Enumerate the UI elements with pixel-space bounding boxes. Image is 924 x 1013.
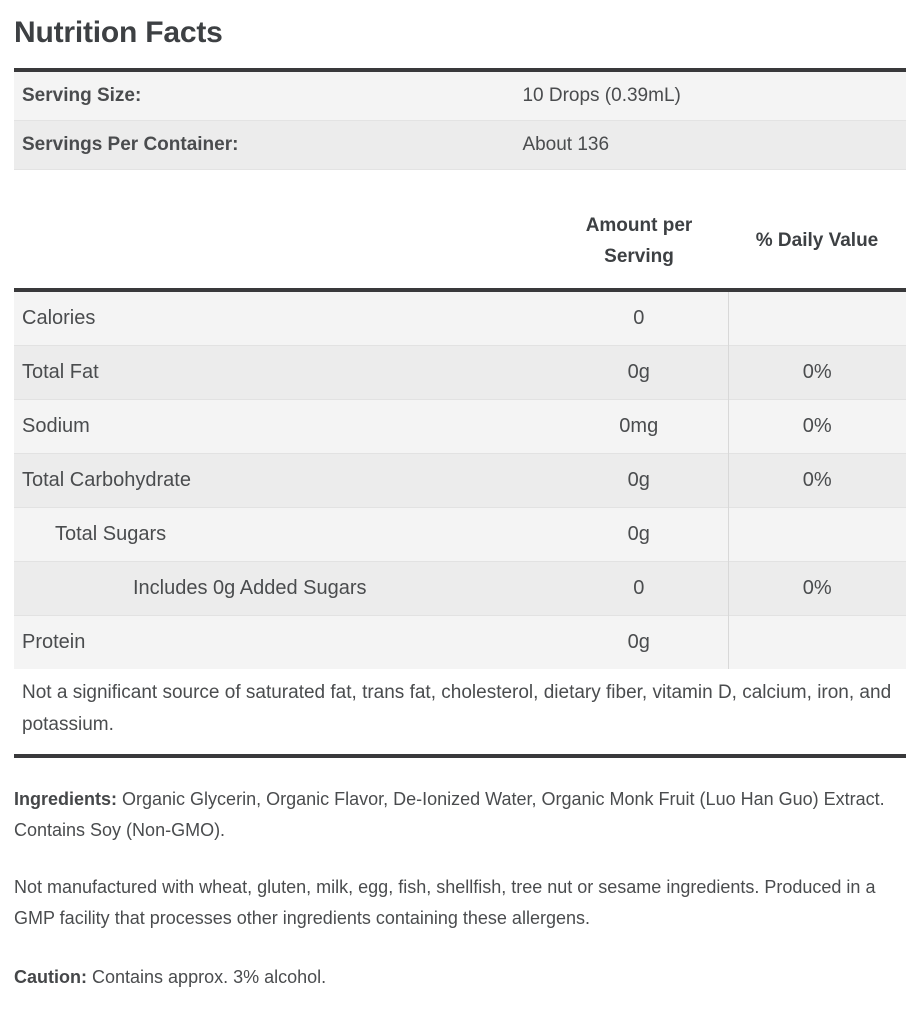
nutrient-daily-value: 0% <box>727 453 906 508</box>
daily-value-label: % Daily Value <box>755 230 879 251</box>
nutrient-amount: 0g <box>550 507 728 562</box>
nutrient-name: Includes 0g Added Sugars <box>14 561 550 616</box>
nutrient-row: Total Carbohydrate 0g 0% <box>14 453 906 508</box>
serving-row-value: About 136 <box>522 120 906 170</box>
nutrient-row: Sodium 0mg 0% <box>14 399 906 454</box>
nutrient-name: Total Carbohydrate <box>14 453 550 508</box>
nutrient-name: Total Sugars <box>14 507 550 562</box>
caution-label: Caution: <box>14 967 87 987</box>
nutrient-row: Total Fat 0g 0% <box>14 345 906 400</box>
nutrient-amount: 0mg <box>550 399 728 454</box>
nutrient-row: Calories 0 <box>14 290 906 346</box>
nutrient-name: Protein <box>14 615 550 669</box>
nutrient-amount: 0g <box>550 345 728 400</box>
serving-row-label: Servings Per Container: <box>14 120 523 170</box>
allergen-statement: Not manufactured with wheat, gluten, mil… <box>14 877 876 928</box>
serving-row-label: Serving Size: <box>14 70 523 121</box>
nutrient-name: Total Fat <box>14 345 550 400</box>
nutrient-name: Sodium <box>14 399 550 454</box>
serving-row: Serving Size: 10 Drops (0.39mL) <box>14 70 906 121</box>
serving-row-value: 10 Drops (0.39mL) <box>522 70 906 121</box>
nutrient-daily-value: 0% <box>727 561 906 616</box>
nutrient-daily-value: 0% <box>727 345 906 400</box>
nutrition-table-header-row: Amount per Serving % Daily Value <box>14 200 906 292</box>
caution-paragraph: Caution: Contains approx. 3% alcohol. <box>14 962 908 993</box>
nutrition-table: Amount per Serving % Daily Value Calorie… <box>14 200 906 758</box>
ingredients-label: Ingredients: <box>14 789 118 809</box>
nutrient-amount: 0g <box>550 615 728 669</box>
nutrient-row: Total Sugars 0g <box>14 507 906 562</box>
nutrient-daily-value <box>727 615 906 669</box>
amount-per-serving-label: Amount per Serving <box>585 215 693 267</box>
nutrient-daily-value: 0% <box>727 399 906 454</box>
serving-row: Servings Per Container: About 136 <box>14 120 906 170</box>
ingredients-text: Organic Glycerin, Organic Flavor, De-Ion… <box>14 789 885 840</box>
nutrition-footnote: Not a significant source of saturated fa… <box>14 669 906 756</box>
nutrient-row: Includes 0g Added Sugars 0 0% <box>14 561 906 616</box>
nutrient-name: Calories <box>22 307 96 329</box>
footnote-row: Not a significant source of saturated fa… <box>14 669 906 756</box>
column-header-amount-per-serving: Amount per Serving <box>550 200 728 292</box>
header-spacer <box>14 200 550 292</box>
nutrient-row: Protein 0g <box>14 615 906 669</box>
nutrient-daily-value <box>727 507 906 562</box>
caution-text: Contains approx. 3% alcohol. <box>92 967 327 987</box>
nutrient-daily-value <box>727 290 906 346</box>
ingredients-paragraph: Ingredients: Organic Glycerin, Organic F… <box>14 784 908 846</box>
nutrition-table-rows: Calories 0 Total Fat 0g 0% Sodium 0mg 0%… <box>14 290 906 669</box>
serving-info-table: Serving Size: 10 Drops (0.39mL) Servings… <box>14 68 906 170</box>
serving-info-rows: Serving Size: 10 Drops (0.39mL) Servings… <box>14 70 906 170</box>
nutrient-amount: 0g <box>550 453 728 508</box>
page-title: Nutrition Facts <box>14 16 223 49</box>
nutrient-amount: 0 <box>633 307 645 329</box>
nutrient-amount: 0 <box>550 561 728 616</box>
column-header-daily-value: % Daily Value <box>728 200 906 292</box>
